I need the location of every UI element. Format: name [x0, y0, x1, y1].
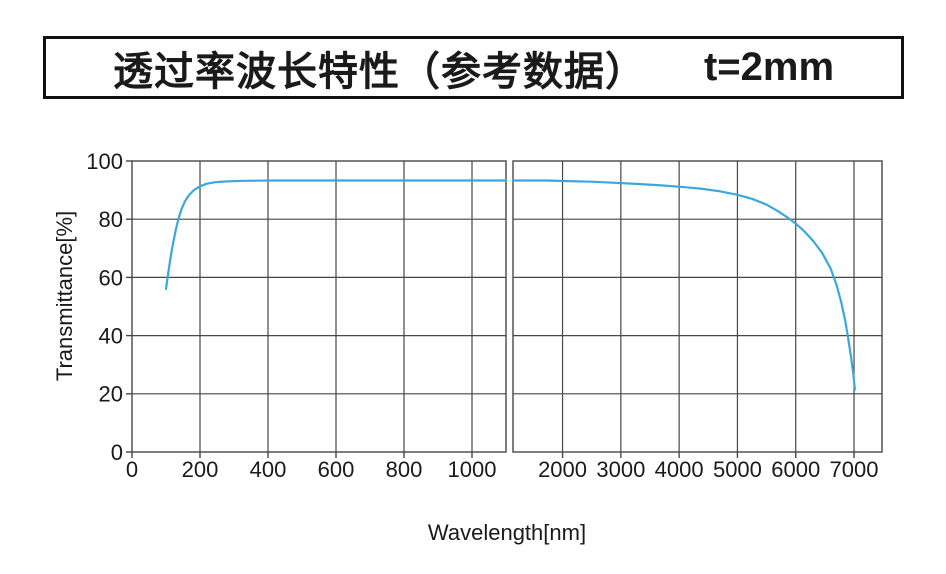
curve-layer	[164, 179, 856, 391]
panel-border	[131, 160, 507, 453]
transmittance-curve	[164, 179, 508, 291]
y-tick-label: 40	[99, 324, 123, 349]
panel-border	[512, 160, 883, 453]
x-tick-label: 5000	[713, 457, 762, 482]
x-tick-label: 200	[182, 457, 219, 482]
x-tick-label: 3000	[596, 457, 645, 482]
x-tick-label: 600	[318, 457, 355, 482]
x-tick-label: 800	[386, 457, 423, 482]
y-tick-label: 100	[86, 149, 123, 174]
x-tick-label: 1000	[448, 457, 497, 482]
transmittance-curve	[511, 179, 856, 391]
x-tick-label: 2000	[538, 457, 587, 482]
y-tick-label: 80	[99, 207, 123, 232]
y-tick-label: 0	[111, 440, 123, 465]
y-tick-label: 60	[99, 265, 123, 290]
y-axis-label: Transmittance[%]	[52, 211, 77, 381]
thickness-label: t=2mm	[703, 45, 835, 89]
y-tick-label: 20	[99, 382, 123, 407]
title-box: 透过率波长特性（参考数据） t=2mm	[43, 36, 904, 99]
grid-layer	[131, 160, 883, 453]
chart-title: 透过率波长特性（参考数据）	[112, 49, 646, 94]
x-tick-label: 0	[126, 457, 138, 482]
x-tick-label: 4000	[655, 457, 704, 482]
x-tick-label: 7000	[830, 457, 879, 482]
tick-layer: 0 200 400 600 800 1000 0 20 40 60 80 100 2000 3000 400…	[86, 149, 878, 482]
x-axis-label: Wavelength[nm]	[428, 520, 586, 545]
x-tick-label: 6000	[771, 457, 820, 482]
x-tick-label: 400	[250, 457, 287, 482]
